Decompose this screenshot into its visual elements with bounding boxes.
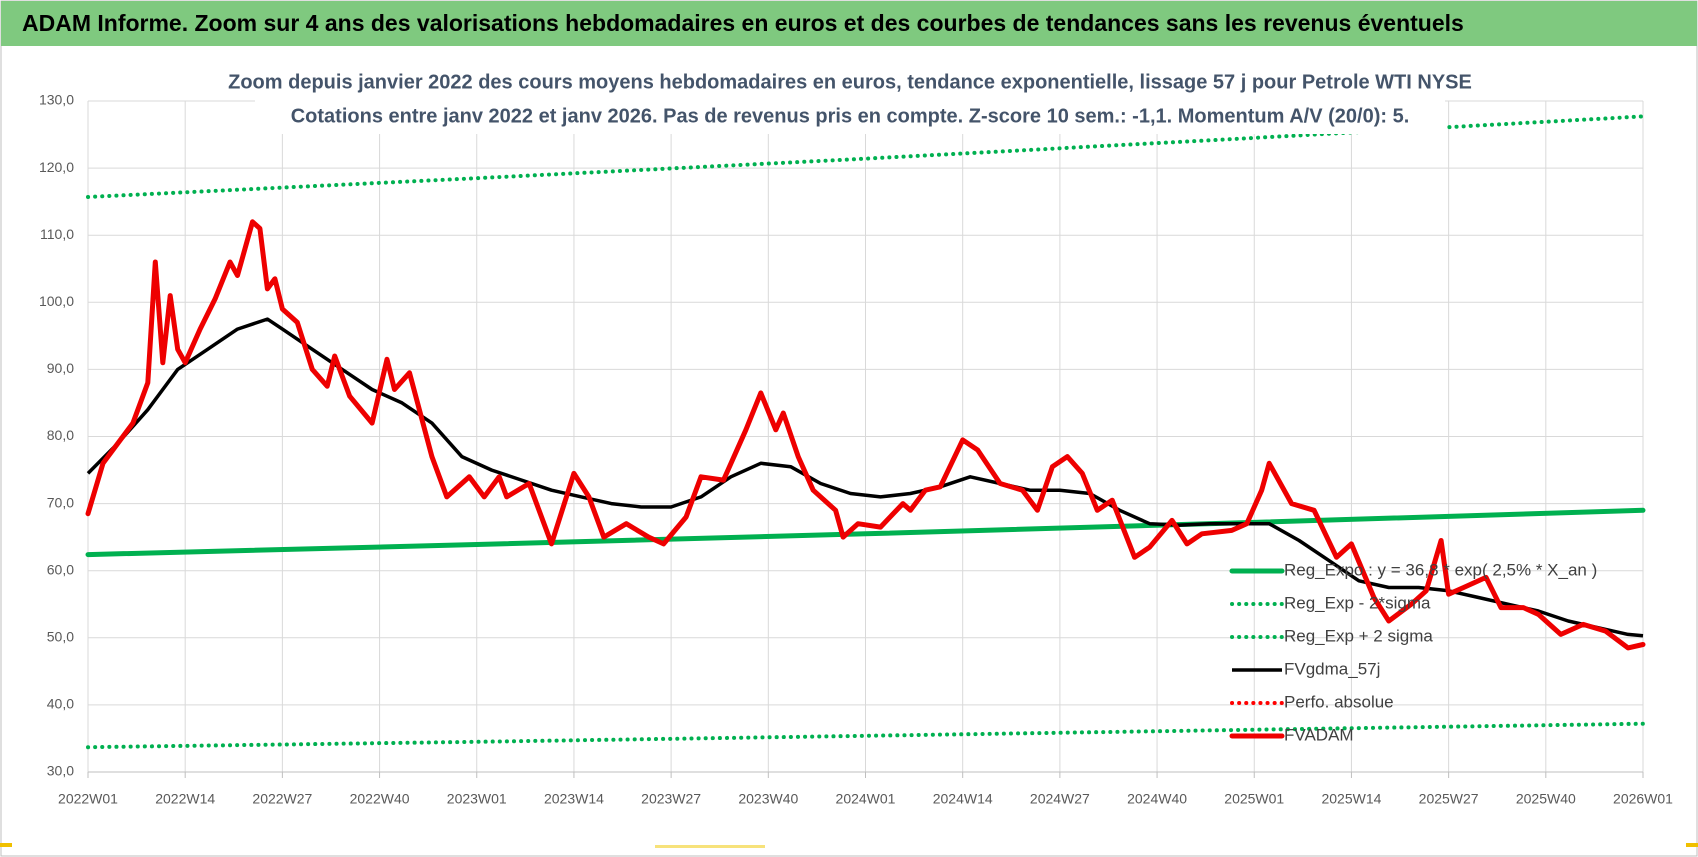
x-tick-label: 2022W27 — [252, 791, 312, 807]
legend-label: Reg_Expo : y = 36,8 * exp( 2,5% * X_an ) — [1284, 560, 1597, 579]
y-tick-label: 110,0 — [40, 226, 74, 242]
legend-label: FVADAM — [1284, 725, 1354, 744]
bottom-mark — [655, 845, 765, 848]
x-tick-label: 2025W27 — [1419, 791, 1479, 807]
y-tick-label: 60,0 — [47, 561, 74, 577]
x-tick-label: 2024W14 — [933, 791, 993, 807]
series-line — [85, 507, 1646, 558]
chart-title: Zoom depuis janvier 2022 des cours moyen… — [228, 71, 1472, 93]
plot-area: 30,0 40,0 50,0 60,0 70,0 80,0 90,0 100,0 110,0 12… — [39, 92, 1673, 807]
legend-label: Reg_Exp + 2 sigma — [1284, 626, 1433, 645]
legend: Reg_Expo : y = 36,8 * exp( 2,5% * X_an )… — [1229, 560, 1597, 744]
corner-mark — [1686, 843, 1698, 847]
subtitle-box — [255, 62, 1445, 134]
chart-subtitle: Cotations entre janv 2022 et janv 2026. … — [291, 105, 1410, 127]
x-tick-label: 2023W14 — [544, 791, 604, 807]
y-tick-label: 90,0 — [47, 360, 74, 376]
header-band — [1, 1, 1697, 46]
page-title: ADAM Informe. Zoom sur 4 ans des valoris… — [22, 10, 1464, 36]
x-tick-label: 2025W01 — [1224, 791, 1284, 807]
legend-label: FVgdma_57j — [1284, 659, 1380, 678]
y-tick-label: 70,0 — [47, 494, 74, 510]
x-tick-label: 2022W40 — [350, 791, 410, 807]
y-tick-label: 50,0 — [47, 629, 74, 645]
corner-mark — [0, 843, 12, 847]
x-tick-label: 2023W01 — [447, 791, 507, 807]
x-tick-label: 2022W01 — [58, 791, 118, 807]
x-tick-label: 2025W40 — [1516, 791, 1576, 807]
x-tick-label: 2025W14 — [1321, 791, 1381, 807]
y-tick-label: 40,0 — [47, 696, 74, 712]
y-tick-label: 30,0 — [47, 763, 74, 779]
x-tick-label: 2024W40 — [1127, 791, 1187, 807]
x-tick-label: 2023W40 — [738, 791, 798, 807]
x-tick-label: 2022W14 — [155, 791, 215, 807]
x-tick-label: 2026W01 — [1613, 791, 1673, 807]
x-tick-label: 2024W01 — [836, 791, 896, 807]
legend-label: Reg_Exp - 2*sigma — [1284, 593, 1431, 612]
y-tick-label: 80,0 — [47, 427, 74, 443]
x-tick-label: 2023W27 — [641, 791, 701, 807]
y-tick-label: 120,0 — [39, 159, 74, 175]
series-line — [85, 219, 1646, 651]
legend-label: Perfo. absolue — [1284, 692, 1394, 711]
y-tick-label: 100,0 — [39, 293, 74, 309]
x-tick-label: 2024W27 — [1030, 791, 1090, 807]
y-tick-label: 130,0 — [39, 92, 74, 108]
